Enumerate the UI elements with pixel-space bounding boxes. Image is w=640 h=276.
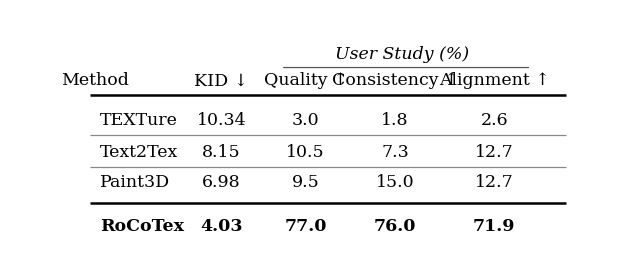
Text: 7.3: 7.3 [381, 144, 409, 161]
Text: Consistency ↑: Consistency ↑ [332, 72, 458, 89]
Text: 3.0: 3.0 [292, 112, 319, 129]
Text: 10.5: 10.5 [286, 144, 325, 161]
Text: TEXTure: TEXTure [100, 112, 178, 129]
Text: User Study (%): User Study (%) [335, 46, 470, 63]
Text: 6.98: 6.98 [202, 174, 241, 192]
Text: KID ↓: KID ↓ [195, 72, 248, 89]
Text: 12.7: 12.7 [475, 174, 513, 192]
Text: 12.7: 12.7 [475, 144, 513, 161]
Text: 2.6: 2.6 [481, 112, 508, 129]
Text: 15.0: 15.0 [376, 174, 414, 192]
Text: Quality ↑: Quality ↑ [264, 72, 348, 89]
Text: 4.03: 4.03 [200, 218, 243, 235]
Text: 10.34: 10.34 [196, 112, 246, 129]
Text: RoCoTex: RoCoTex [100, 218, 184, 235]
Text: 9.5: 9.5 [292, 174, 319, 192]
Text: 71.9: 71.9 [473, 218, 515, 235]
Text: Alignment ↑: Alignment ↑ [439, 72, 550, 89]
Text: 77.0: 77.0 [284, 218, 327, 235]
Text: 8.15: 8.15 [202, 144, 241, 161]
Text: Method: Method [61, 72, 129, 89]
Text: Paint3D: Paint3D [100, 174, 170, 192]
Text: Text2Tex: Text2Tex [100, 144, 178, 161]
Text: 76.0: 76.0 [374, 218, 416, 235]
Text: 1.8: 1.8 [381, 112, 409, 129]
